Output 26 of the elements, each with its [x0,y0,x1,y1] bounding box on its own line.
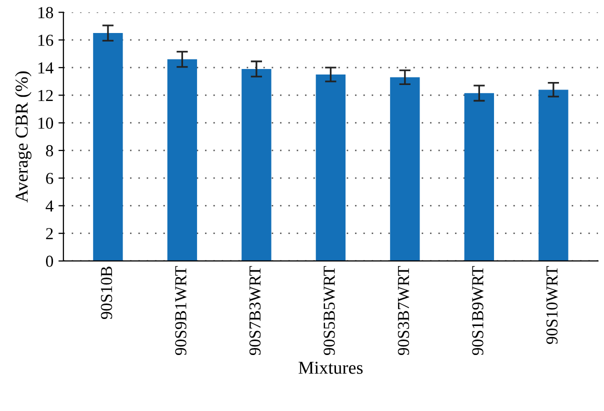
bar [93,33,123,261]
x-axis-title: Mixtures [298,362,363,374]
y-axis-title: Average CBR (%) [15,71,32,202]
bar [464,93,494,261]
x-tick-label: 90S3B7WRT [398,266,410,356]
y-tick-label: 14 [38,62,54,74]
y-tick-label: 10 [38,118,54,129]
bar [167,59,198,261]
x-tick-label: 90S10B [100,266,112,320]
y-tick-label: 18 [38,7,54,18]
y-tick-label: 16 [38,34,54,46]
y-tick-label: 4 [46,200,54,212]
bar [316,74,346,261]
y-tick-label: 8 [46,145,54,156]
x-tick-label: 90S1B9WRT [472,266,484,356]
y-tick-label: 12 [38,90,53,101]
y-tick-label: 0 [46,256,54,267]
x-tick-label: 90S9B1WRT [175,266,186,356]
bar [390,77,420,261]
x-tick-label: 90S5B5WRT [324,266,335,356]
bar [538,90,568,261]
x-tick-label: 90S7B3WRT [249,266,261,356]
bar [242,68,272,261]
x-tick-label: 90S10WRT [546,266,558,344]
y-tick-label: 2 [46,228,53,240]
y-tick-label: 6 [46,172,54,184]
